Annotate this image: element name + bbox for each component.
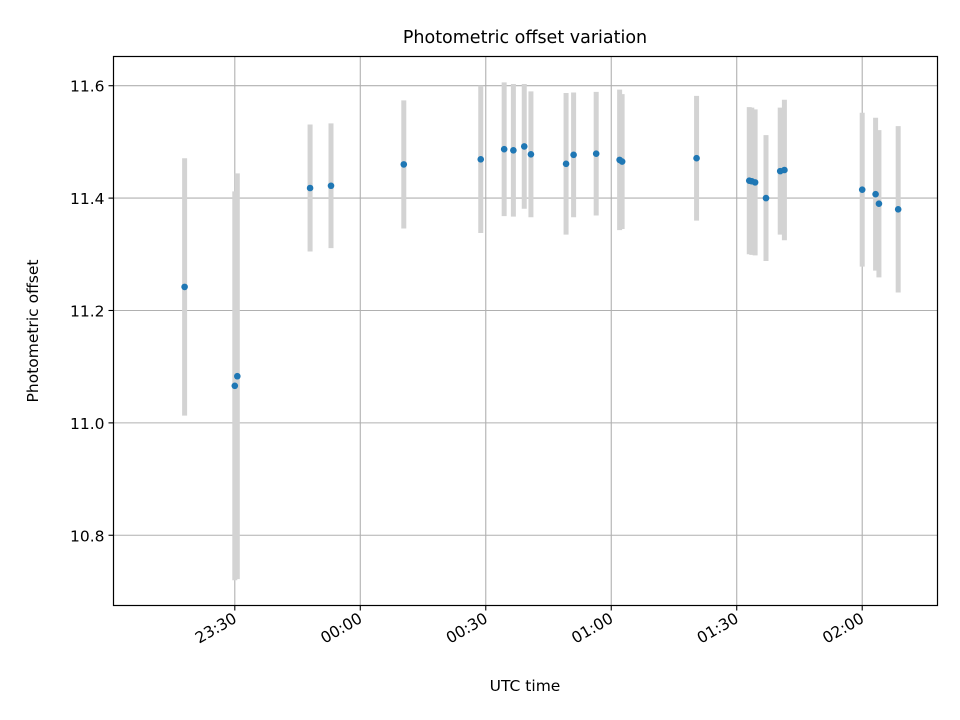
data-point xyxy=(181,283,188,291)
data-point xyxy=(693,154,700,162)
data-point xyxy=(751,179,759,186)
data-point xyxy=(875,200,883,208)
data-point xyxy=(234,372,241,380)
data-point xyxy=(306,184,314,192)
y-axis-label: Photometric offset xyxy=(24,260,42,403)
data-point xyxy=(570,151,577,159)
data-point xyxy=(762,194,770,202)
data-point xyxy=(618,158,626,165)
data-point xyxy=(327,182,335,190)
y-tick-label: 11.2 xyxy=(70,302,105,320)
y-tick-label: 11.0 xyxy=(70,415,105,433)
data-point xyxy=(562,160,570,168)
data-point xyxy=(872,190,879,198)
data-point xyxy=(477,156,485,163)
chart-title: Photometric offset variation xyxy=(403,28,647,48)
data-point xyxy=(858,186,866,193)
data-points xyxy=(181,143,902,390)
x-axis-label: UTC time xyxy=(490,677,561,695)
y-tick-label: 11.6 xyxy=(70,78,105,96)
data-point xyxy=(231,382,239,390)
data-point xyxy=(527,150,535,158)
data-point xyxy=(781,166,788,174)
y-tick-label: 11.4 xyxy=(70,190,105,208)
gridlines xyxy=(113,56,938,606)
data-point xyxy=(400,161,408,168)
data-point xyxy=(592,150,600,158)
data-point xyxy=(894,206,902,213)
data-point xyxy=(500,145,508,153)
plot-area-frame xyxy=(112,55,939,607)
y-tick-label: 10.8 xyxy=(70,527,105,545)
data-point xyxy=(520,143,528,150)
data-point xyxy=(510,147,517,154)
